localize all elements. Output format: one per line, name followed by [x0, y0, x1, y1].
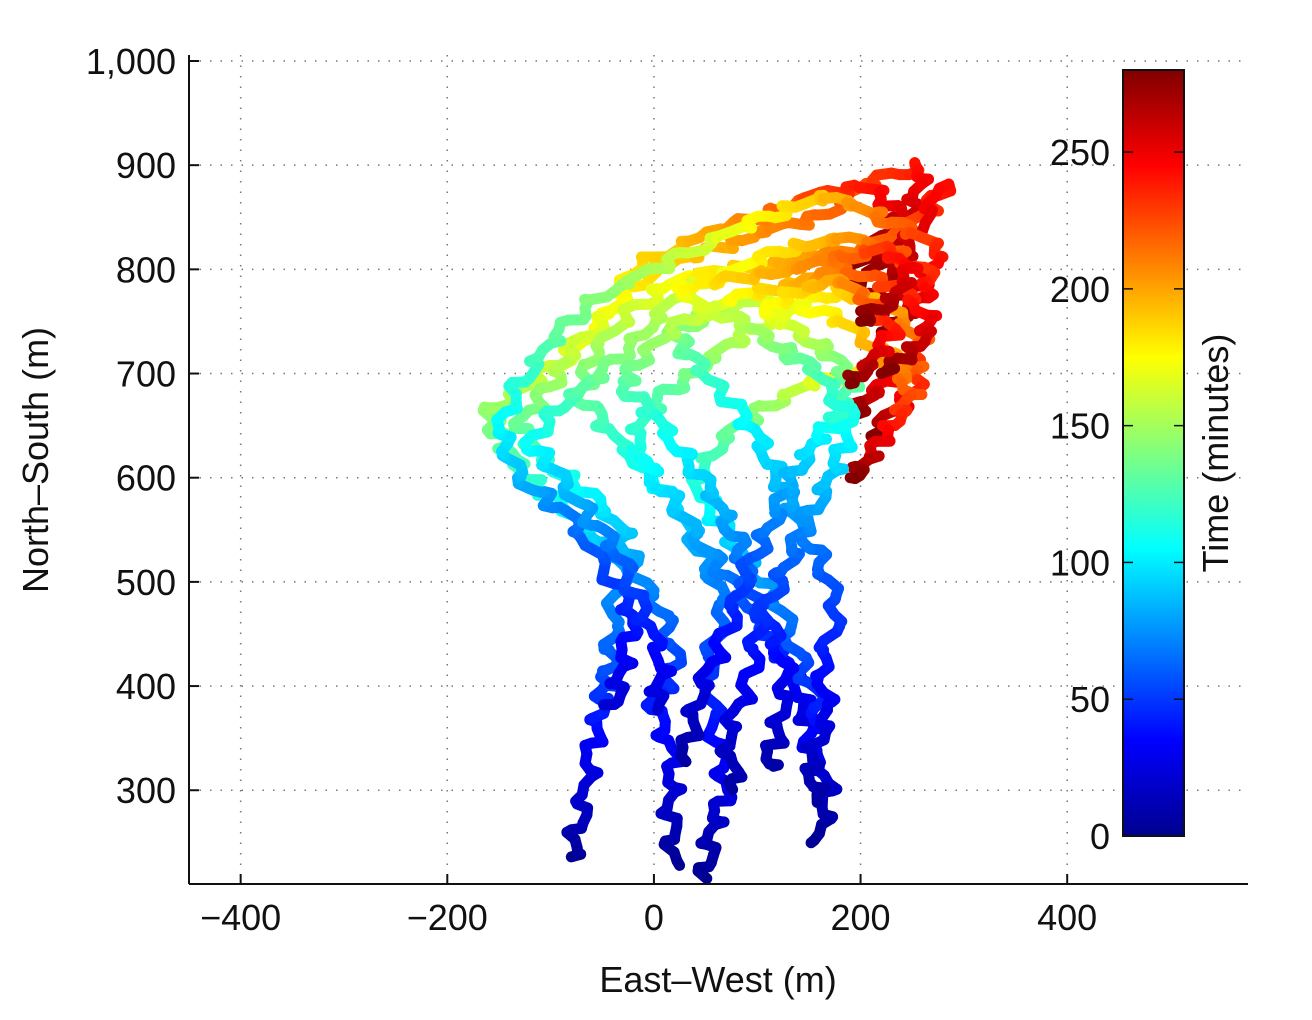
x-axis-ticks: −400 −200 0 200 400: [200, 874, 1097, 938]
trajectory-4: [491, 189, 949, 711]
colorbar-label: Time (minutes): [1195, 334, 1236, 573]
grid-lines: [189, 55, 1248, 884]
trajectory-segment: [865, 425, 886, 442]
x-tick-label: 0: [644, 897, 664, 938]
trajectory-series: [477, 157, 957, 884]
y-tick-label: 900: [116, 145, 176, 186]
x-tick-label: −400: [200, 897, 281, 938]
colorbar-ticks: 0 50 100 150 200 250: [1050, 132, 1184, 857]
x-tick-label: −200: [407, 897, 488, 938]
colorbar-tick-label: 150: [1050, 406, 1110, 447]
colorbar-tick-label: 0: [1090, 816, 1110, 857]
colorbar-tick-label: 200: [1050, 269, 1110, 310]
y-tick-label: 400: [116, 666, 176, 707]
x-tick-label: 200: [831, 897, 891, 938]
y-tick-label: 300: [116, 770, 176, 811]
trajectory-segment: [844, 377, 860, 390]
colorbar-tick-label: 250: [1050, 132, 1110, 173]
y-tick-label: 500: [116, 562, 176, 603]
colorbar-gradient: [1122, 69, 1185, 837]
x-tick-label: 400: [1037, 897, 1097, 938]
trajectory-11: [671, 240, 924, 795]
x-axis-label: East–West (m): [599, 959, 836, 1000]
y-axis-ticks: 300 400 500 600 700 800 900 1,000: [86, 41, 199, 811]
colorbar: 0 50 100 150 200 250 Time (minutes): [1050, 69, 1236, 857]
trajectory-segment: [844, 472, 861, 484]
colorbar-tick-label: 50: [1070, 679, 1110, 720]
y-tick-label: 800: [116, 249, 176, 290]
y-tick-label: 600: [116, 458, 176, 499]
y-axis-label: North–South (m): [15, 327, 56, 593]
trajectory-segment: [855, 314, 874, 327]
y-tick-label: 1,000: [86, 41, 176, 82]
y-tick-label: 700: [116, 354, 176, 395]
colorbar-tick-label: 100: [1050, 542, 1110, 583]
trajectory-segment: [875, 363, 901, 379]
